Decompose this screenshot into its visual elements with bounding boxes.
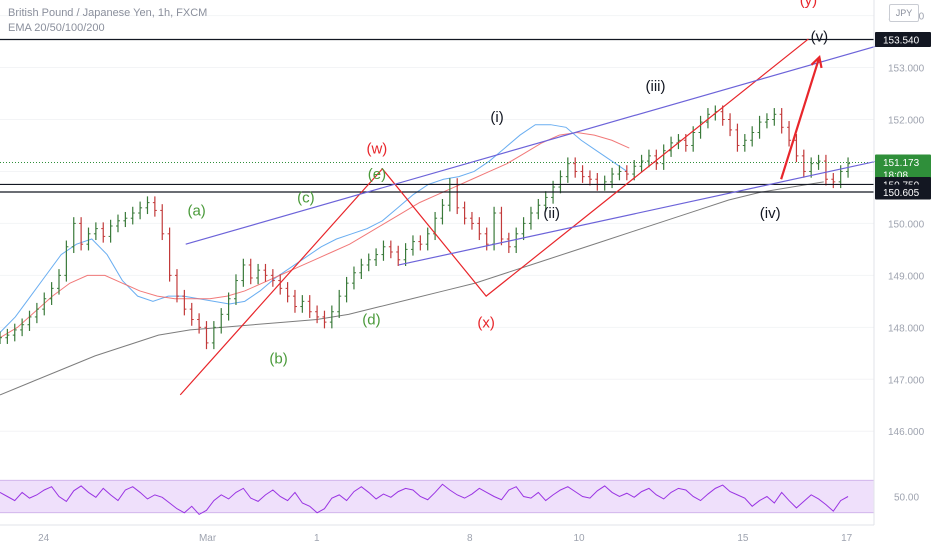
wave-label: (y) — [800, 0, 818, 9]
time-tick-label: 24 — [38, 533, 50, 544]
chart-legend: British Pound / Japanese Yen, 1h, FXCM E… — [8, 6, 207, 36]
price-badge — [875, 184, 931, 200]
ema-lines — [0, 124, 824, 396]
wave-label: (a) — [187, 203, 205, 220]
rsi-pane: 50.00 — [0, 479, 919, 516]
grid — [0, 15, 874, 432]
price-badge — [875, 154, 931, 183]
currency-badge[interactable]: JPY — [889, 4, 919, 22]
time-tick-label: 15 — [737, 533, 749, 544]
rsi-tick-label: 50.00 — [894, 493, 919, 504]
price-bars — [0, 105, 851, 350]
projection-arrow-head — [810, 54, 823, 69]
wave-drawings — [179, 38, 902, 396]
ema-line-ema50 — [0, 131, 630, 339]
time-tick-label: 10 — [573, 533, 585, 544]
wave-label: (ii) — [543, 205, 560, 222]
price-tick-label: 153.000 — [888, 64, 925, 75]
time-tick-label: 17 — [841, 533, 853, 544]
price-tick-label: 146.000 — [888, 427, 925, 438]
price-badge-label: 150.605 — [883, 188, 920, 199]
wave-label: (v) — [811, 29, 829, 46]
time-tick-label: Mar — [199, 533, 217, 544]
price-badge-label: 153.540 — [883, 35, 920, 46]
price-badge-label: 151.173 — [883, 158, 920, 169]
price-tick-label: 150.000 — [888, 219, 925, 230]
price-tick-label: 148.000 — [888, 323, 925, 334]
indicator-title: EMA 20/50/100/200 — [8, 22, 105, 34]
symbol-title: British Pound / Japanese Yen, 1h, FXCM — [8, 7, 208, 19]
price-tick-label: 152.000 — [888, 115, 925, 126]
wave-label: (x) — [477, 314, 495, 331]
time-tick-label: 8 — [467, 533, 473, 544]
time-tick-label: 1 — [314, 533, 320, 544]
ema-line-ema20 — [0, 124, 628, 333]
channel-upper — [185, 38, 902, 245]
rsi-band — [0, 480, 874, 513]
wave-label: (iii) — [646, 78, 666, 95]
wave-label: (c) — [297, 190, 315, 207]
wxy-path — [179, 38, 809, 396]
price-badge — [875, 31, 931, 47]
wave-label: (e) — [368, 166, 386, 183]
channel-lower — [398, 155, 902, 266]
wave-labels: (y) (v) (iii) (i) (w) (e) (c) (a) (ii) (iv) (d) (x)… — [187, 0, 828, 368]
wave-label: (i) — [490, 109, 503, 126]
ema-line-ema200 — [0, 181, 824, 396]
wave-label: (d) — [362, 312, 380, 329]
horizontal-levels — [0, 38, 874, 193]
price-badge-time: 18:08 — [883, 170, 908, 181]
projection-arrow — [780, 56, 821, 180]
wave-label: (w) — [366, 140, 387, 157]
rsi-line — [0, 483, 849, 516]
price-tick-label: 149.000 — [888, 271, 925, 282]
wave-label: (b) — [269, 351, 287, 368]
price-axis: 154.000153.000152.000151.000150.000149.0… — [873, 0, 931, 525]
price-tick-label: 147.000 — [888, 375, 925, 386]
time-axis: 24 Mar 1 8 10 15 17 — [0, 524, 874, 544]
wave-label: (iv) — [760, 205, 781, 222]
